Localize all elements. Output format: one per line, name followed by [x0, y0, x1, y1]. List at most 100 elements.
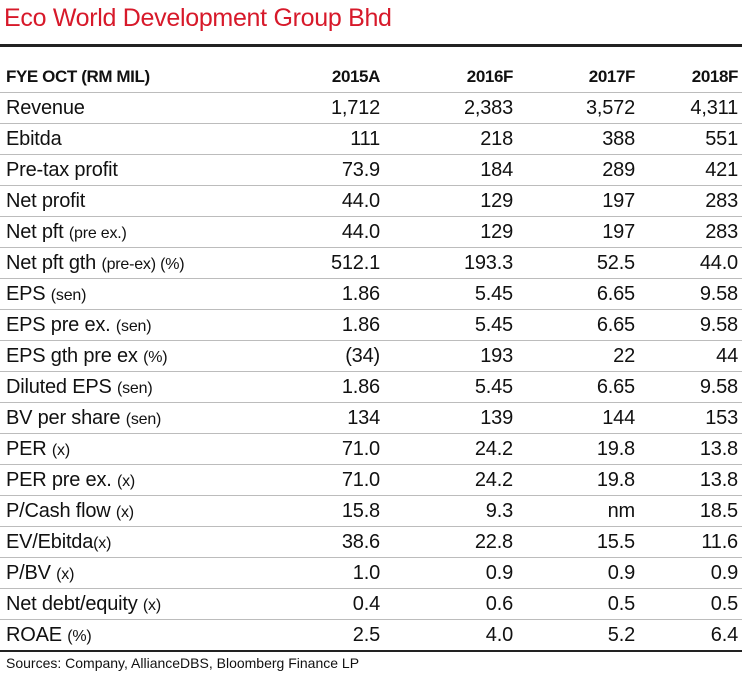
cell-value: 9.3 [384, 495, 517, 527]
header-label: FYE OCT (RM MIL) [0, 62, 292, 93]
cell-value: 197 [517, 185, 639, 217]
cell-value: 22.8 [384, 526, 517, 558]
cell-value: 193.3 [384, 247, 517, 279]
cell-value: 15.5 [517, 526, 639, 558]
column-header: 2017F [517, 62, 639, 93]
cell-value: 15.8 [292, 495, 384, 527]
table-row: Pre-tax profit 73.9 184 289 421 [0, 154, 742, 186]
table-row: Net pft gth (pre-ex) (%) 512.1 193.3 52.5 44… [0, 247, 742, 279]
row-label: P/BV (x) [0, 557, 292, 589]
cell-value: 551 [639, 123, 742, 155]
cell-value: 421 [639, 154, 742, 186]
table-row: Diluted EPS (sen) 1.86 5.45 6.65 9.58 [0, 371, 742, 403]
cell-value: 11.6 [639, 526, 742, 558]
cell-value: 24.2 [384, 464, 517, 496]
row-label: BV per share (sen) [0, 402, 292, 434]
cell-value: 289 [517, 154, 639, 186]
cell-value: 153 [639, 402, 742, 434]
cell-value: 44.0 [292, 185, 384, 217]
row-label-text: EPS gth pre ex [6, 344, 144, 367]
cell-value: 0.5 [517, 588, 639, 620]
row-label: Net profit [0, 185, 292, 217]
row-label-text: Net pft [6, 220, 69, 243]
row-label: Net pft gth (pre-ex) (%) [0, 247, 292, 279]
table-row: EPS (sen) 1.86 5.45 6.65 9.58 [0, 278, 742, 310]
cell-value: 184 [384, 154, 517, 186]
row-label-text: Pre-tax profit [6, 158, 118, 181]
cell-value: 9.58 [639, 278, 742, 310]
row-unit: (x) [142, 596, 161, 614]
cell-value: 13.8 [639, 464, 742, 496]
row-label: Diluted EPS (sen) [0, 371, 292, 403]
row-label: Net pft (pre ex.) [0, 216, 292, 248]
row-label-text: Ebitda [6, 127, 62, 150]
row-label-text: EPS [6, 282, 51, 305]
row-label: Net debt/equity (x) [0, 588, 292, 620]
row-label-text: Net debt/equity [6, 592, 143, 615]
table-row: P/Cash flow (x) 15.8 9.3 nm 18.5 [0, 495, 742, 527]
cell-value: 18.5 [639, 495, 742, 527]
row-unit: (sen) [125, 410, 162, 428]
row-unit: (x) [93, 534, 112, 552]
row-label-text: Revenue [6, 96, 85, 119]
row-label: EPS (sen) [0, 278, 292, 310]
cell-value: 9.58 [639, 309, 742, 341]
table-row: PER (x) 71.0 24.2 19.8 13.8 [0, 433, 742, 465]
cell-value: 3,572 [517, 92, 639, 124]
cell-value: 5.2 [517, 619, 639, 652]
cell-value: 9.58 [639, 371, 742, 403]
row-unit: (sen) [115, 317, 152, 335]
cell-value: 283 [639, 216, 742, 248]
cell-value: 512.1 [292, 247, 384, 279]
cell-value: 44.0 [292, 216, 384, 248]
cell-value: 1.86 [292, 278, 384, 310]
table-row: Net debt/equity (x) 0.4 0.6 0.5 0.5 [0, 588, 742, 620]
cell-value: 19.8 [517, 433, 639, 465]
cell-value: 1.86 [292, 371, 384, 403]
row-label: P/Cash flow (x) [0, 495, 292, 527]
table-body: Revenue 1,712 2,383 3,572 4,311 Ebitda 111 218 3… [0, 92, 742, 652]
cell-value: (34) [292, 340, 384, 372]
cell-value: 0.9 [639, 557, 742, 589]
row-unit: (x) [115, 503, 134, 521]
row-label-text: EV/Ebitda [6, 530, 94, 553]
row-label: ROAE (%) [0, 619, 292, 652]
cell-value: 6.65 [517, 309, 639, 341]
cell-value: 2.5 [292, 619, 384, 652]
cell-value: 218 [384, 123, 517, 155]
row-unit: (x) [56, 565, 75, 583]
row-label-text: PER pre ex. [6, 468, 117, 491]
row-unit: (sen) [117, 379, 153, 397]
cell-value: nm [517, 495, 639, 527]
cell-value: 0.9 [384, 557, 517, 589]
cell-value: 71.0 [292, 433, 384, 465]
cell-value: 44 [639, 340, 742, 372]
cell-value: 1.86 [292, 309, 384, 341]
cell-value: 2,383 [384, 92, 517, 124]
row-label: Pre-tax profit [0, 154, 292, 186]
cell-value: 71.0 [292, 464, 384, 496]
table-row: P/BV (x) 1.0 0.9 0.9 0.9 [0, 557, 742, 589]
row-label-text: Diluted EPS [6, 375, 117, 398]
cell-value: 283 [639, 185, 742, 217]
column-header: 2016F [384, 62, 517, 93]
column-header: 2018F [639, 62, 742, 93]
financials-table: FYE OCT (RM MIL) 2015A 2016F 2017F 2018F… [0, 62, 742, 652]
cell-value: 1.0 [292, 557, 384, 589]
row-label-text: EPS pre ex. [6, 313, 116, 336]
cell-value: 6.65 [517, 371, 639, 403]
row-label-text: P/BV [6, 561, 57, 584]
cell-value: 193 [384, 340, 517, 372]
row-label: PER pre ex. (x) [0, 464, 292, 496]
cell-value: 1,712 [292, 92, 384, 124]
row-unit: (sen) [50, 286, 87, 304]
cell-value: 4.0 [384, 619, 517, 652]
table-row: Net pft (pre ex.) 44.0 129 197 283 [0, 216, 742, 248]
row-label: EV/Ebitda(x) [0, 526, 292, 558]
row-label: EPS pre ex. (sen) [0, 309, 292, 341]
cell-value: 6.4 [639, 619, 742, 652]
cell-value: 24.2 [384, 433, 517, 465]
cell-value: 22 [517, 340, 639, 372]
table-row: EV/Ebitda(x) 38.6 22.8 15.5 11.6 [0, 526, 742, 558]
row-unit: (pre-ex) (%) [101, 255, 185, 273]
